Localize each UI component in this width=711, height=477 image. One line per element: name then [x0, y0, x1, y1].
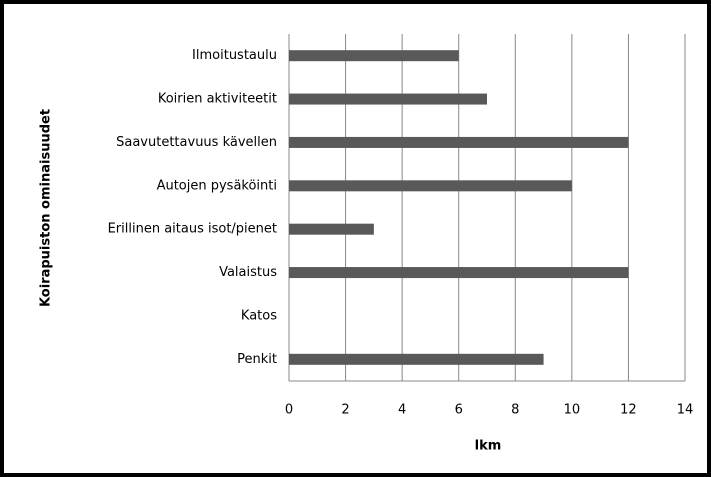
y-axis-title: Koirapuiston ominaisuudet	[39, 109, 54, 307]
y-tick-label: Penkit	[237, 352, 277, 367]
bar	[289, 136, 629, 148]
y-tick-label: Erillinen aitaus isot/pienet	[108, 222, 277, 237]
bar	[289, 223, 374, 235]
x-tick-label: 12	[620, 403, 637, 418]
x-tick-label: 2	[341, 403, 349, 418]
y-tick-label: Koirien aktiviteetit	[158, 92, 277, 107]
bar	[289, 50, 459, 62]
y-tick-label: Ilmoitustaulu	[192, 48, 277, 63]
x-tick-label: 14	[677, 403, 694, 418]
y-tick-label: Katos	[241, 308, 277, 323]
x-tick-label: 8	[511, 403, 519, 418]
x-tick-label: 6	[455, 403, 463, 418]
x-axis-title: lkm	[475, 439, 502, 454]
bar	[289, 180, 572, 192]
bar	[289, 93, 487, 105]
x-tick-label: 0	[285, 403, 293, 418]
x-tick-label: 4	[398, 403, 406, 418]
y-tick-label: Autojen pysäköinti	[157, 178, 277, 193]
bar	[289, 353, 544, 365]
x-tick-label: 10	[564, 403, 581, 418]
y-tick-label: Saavutettavuus kävellen	[116, 135, 277, 150]
bar	[289, 267, 629, 279]
y-tick-label: Valaistus	[219, 265, 277, 280]
